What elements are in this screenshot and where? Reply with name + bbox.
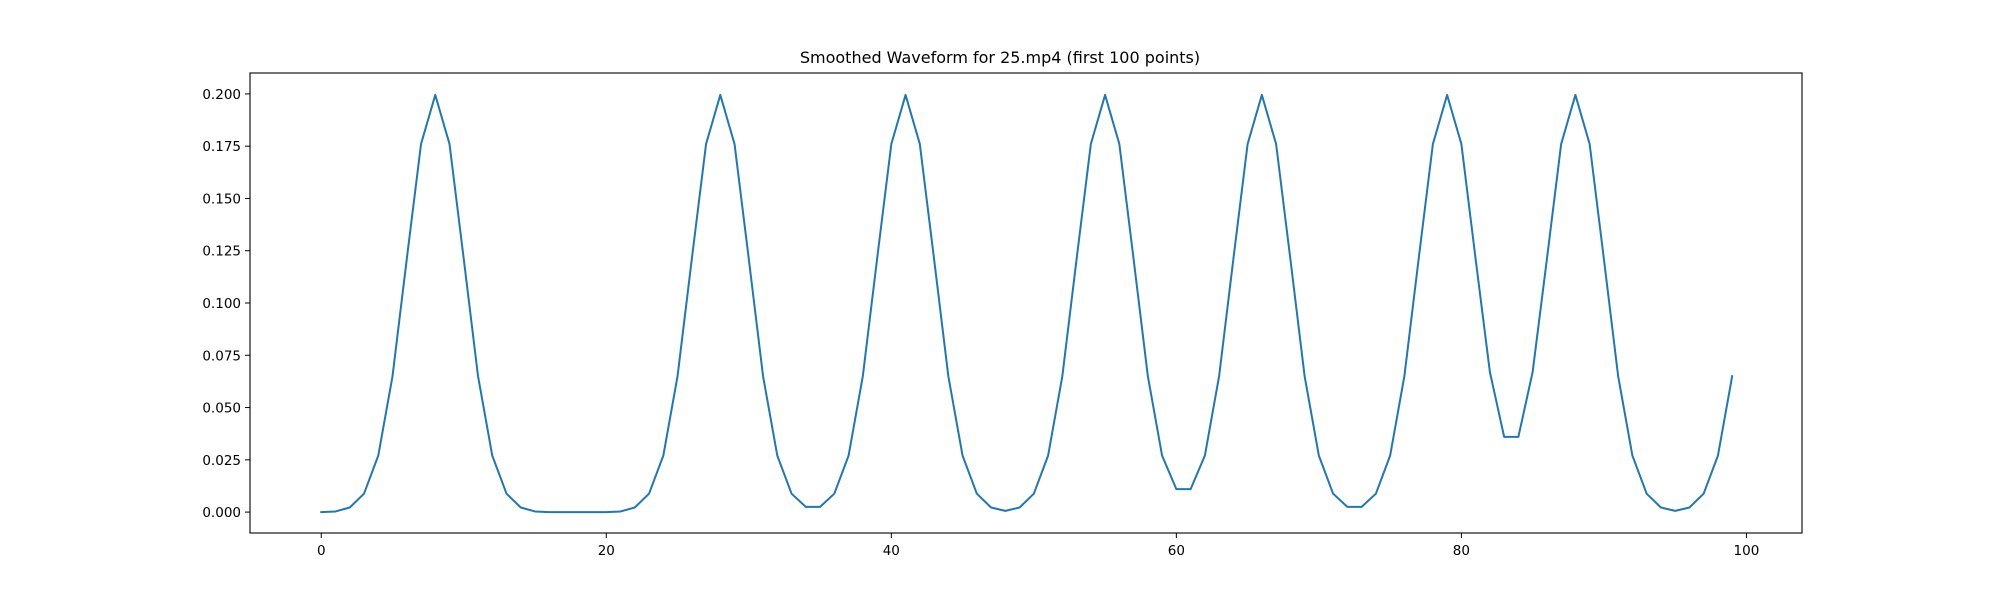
y-tick-label: 0.125 bbox=[202, 244, 241, 260]
x-tick-label: 60 bbox=[1168, 543, 1185, 559]
x-tick-label: 20 bbox=[598, 543, 615, 559]
y-tick-label: 0.000 bbox=[202, 505, 241, 521]
y-tick-label: 0.200 bbox=[202, 87, 241, 103]
x-tick-label: 0 bbox=[317, 543, 326, 559]
plot-area: 0 20 40 60 80 100 0.000 0.025 0.050 0.075 0.100 0.1… bbox=[202, 72, 1803, 559]
y-tick-label: 0.100 bbox=[202, 296, 241, 312]
x-tick-label: 80 bbox=[1453, 543, 1470, 559]
series-line bbox=[320, 93, 1734, 514]
y-tick-label: 0.150 bbox=[202, 191, 241, 207]
y-tick-label: 0.075 bbox=[202, 348, 241, 364]
y-tick-label: 0.175 bbox=[202, 139, 241, 155]
y-tick-label: 0.050 bbox=[202, 401, 241, 417]
y-tick-label: 0.025 bbox=[202, 453, 241, 469]
x-tick-label: 100 bbox=[1734, 543, 1760, 559]
chart-title: Smoothed Waveform for 25.mp4 (first 100 … bbox=[800, 48, 1200, 67]
x-tick-label: 40 bbox=[883, 543, 900, 559]
